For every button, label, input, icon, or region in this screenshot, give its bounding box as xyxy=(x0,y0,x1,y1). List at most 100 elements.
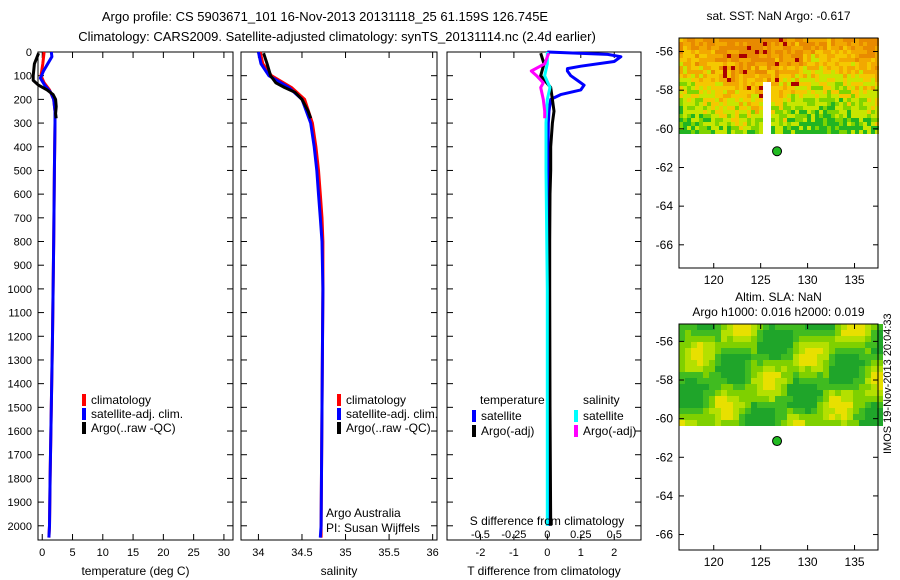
map-cell xyxy=(719,82,723,86)
map-cell xyxy=(775,58,779,62)
map-cell xyxy=(805,372,811,378)
map-cell xyxy=(783,82,787,86)
map-cell xyxy=(739,58,743,62)
map-cell xyxy=(843,110,847,114)
map-cell xyxy=(723,98,727,102)
map-cell xyxy=(783,46,787,50)
map-cell xyxy=(781,420,787,426)
map-cell xyxy=(715,42,719,46)
map-cell xyxy=(817,360,823,366)
map-cell xyxy=(811,114,815,118)
map-cell xyxy=(819,74,823,78)
map-cell xyxy=(859,366,865,372)
map-cell xyxy=(875,130,879,134)
map-cell xyxy=(687,94,691,98)
map-cell xyxy=(735,58,739,62)
map-cell xyxy=(835,94,839,98)
map-cell xyxy=(875,110,879,114)
x-tick-label: 135 xyxy=(845,555,865,569)
map-cell xyxy=(715,396,721,402)
map-cell xyxy=(817,378,823,384)
map-cell xyxy=(769,372,775,378)
map-cell xyxy=(763,66,767,70)
map-cell xyxy=(839,62,843,66)
map-cell xyxy=(799,82,803,86)
map-cell xyxy=(827,50,831,54)
map-cell xyxy=(739,372,745,378)
map-cell xyxy=(851,126,855,130)
map-cell xyxy=(841,354,847,360)
map-cell xyxy=(811,58,815,62)
map-cell xyxy=(811,102,815,106)
map-cell xyxy=(719,94,723,98)
map-cell xyxy=(727,336,733,342)
map-cell xyxy=(721,360,727,366)
map-cell xyxy=(863,106,867,110)
map-cell xyxy=(781,408,787,414)
map-cell xyxy=(823,90,827,94)
map-cell xyxy=(739,46,743,50)
map-cell xyxy=(847,38,851,42)
map-cell xyxy=(727,110,731,114)
map-cell xyxy=(695,74,699,78)
map-cell xyxy=(847,82,851,86)
map-cell xyxy=(855,46,859,50)
map-cell xyxy=(707,42,711,46)
y-tick-label: 700 xyxy=(14,213,32,225)
map-cell xyxy=(851,106,855,110)
map-cell xyxy=(779,74,783,78)
map-cell xyxy=(743,94,747,98)
map-cell xyxy=(751,354,757,360)
map-cell xyxy=(751,70,755,74)
map-cell xyxy=(793,414,799,420)
map-cell xyxy=(715,94,719,98)
map-cell xyxy=(733,342,739,348)
map-cell xyxy=(721,384,727,390)
map-cell xyxy=(775,102,779,106)
map-cell xyxy=(703,390,709,396)
map-cell xyxy=(799,360,805,366)
map-cell xyxy=(745,396,751,402)
map-cell xyxy=(871,90,875,94)
map-cell xyxy=(735,42,739,46)
map-cell xyxy=(687,38,691,42)
map-cell xyxy=(721,330,727,336)
map-cell xyxy=(811,420,817,426)
map-cell xyxy=(859,46,863,50)
map-cell xyxy=(743,86,747,90)
map-cell xyxy=(817,372,823,378)
map-cell xyxy=(847,102,851,106)
map-cell xyxy=(835,420,841,426)
map-cell xyxy=(757,378,763,384)
map-cell xyxy=(679,336,685,342)
map-cell xyxy=(767,98,771,102)
map-cell xyxy=(811,324,817,330)
map-cell xyxy=(811,78,815,82)
map-cell xyxy=(865,396,871,402)
map-cell xyxy=(771,94,775,98)
map-cell xyxy=(817,336,823,342)
map-cell xyxy=(787,82,791,86)
map-cell xyxy=(745,354,751,360)
x-tick-label: -1 xyxy=(509,547,519,559)
series-line-satellite-adj-clim- xyxy=(38,51,57,538)
map-cell xyxy=(865,366,871,372)
map-cell xyxy=(745,390,751,396)
map-cell xyxy=(823,372,829,378)
map-cell xyxy=(747,118,751,122)
map-cell xyxy=(843,38,847,42)
map-cell xyxy=(863,38,867,42)
map-cell xyxy=(755,90,759,94)
map-cell xyxy=(805,402,811,408)
map-cell xyxy=(807,46,811,50)
map-cell xyxy=(839,98,843,102)
map-cell xyxy=(751,330,757,336)
map-cell xyxy=(843,114,847,118)
map-cell xyxy=(819,126,823,130)
map-cell xyxy=(723,38,727,42)
map-cell xyxy=(795,122,799,126)
map-cell xyxy=(731,38,735,42)
legend-label: climatology xyxy=(91,393,151,407)
map-cell xyxy=(707,118,711,122)
map-cell xyxy=(859,408,865,414)
